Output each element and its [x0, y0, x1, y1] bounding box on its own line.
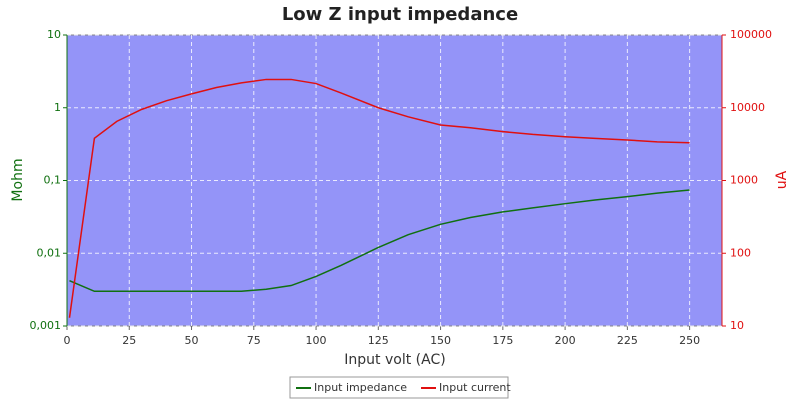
y-axis-label: Mohm — [10, 158, 26, 201]
legend-label: Input impedance — [314, 381, 407, 394]
plot-area — [66, 34, 723, 327]
legend-label: Input current — [439, 381, 511, 394]
x-tick-label: 25 — [122, 334, 136, 347]
y-tick-label: 0,1 — [44, 174, 62, 187]
y-tick-label: 10 — [47, 28, 61, 41]
series-line — [69, 189, 690, 293]
x-tick-label: 100 — [306, 334, 327, 347]
x-tick-label: 75 — [247, 334, 261, 347]
x-tick-label: 150 — [430, 334, 451, 347]
x-axis-label: Input volt (AC) — [344, 352, 445, 368]
y-tick-label: 0,001 — [30, 319, 62, 332]
y2-tick-label: 100000 — [730, 28, 772, 41]
x-tick-label: 50 — [185, 334, 199, 347]
series-line — [68, 78, 690, 318]
chart-title: Low Z input impedance — [282, 4, 518, 25]
y2-axis-label: uA — [774, 170, 790, 189]
x-tick-label: 125 — [368, 334, 389, 347]
legend — [289, 376, 509, 399]
y2-tick-label: 10000 — [730, 101, 765, 114]
x-tick-label: 0 — [64, 334, 71, 347]
y2-tick-label: 1000 — [730, 174, 758, 187]
x-tick-label: 200 — [555, 334, 576, 347]
x-tick-label: 250 — [679, 334, 700, 347]
x-tick-label: 225 — [617, 334, 638, 347]
x-tick-label: 175 — [492, 334, 513, 347]
y-tick-label: 0,01 — [37, 246, 62, 259]
y2-tick-label: 100 — [730, 246, 751, 259]
y2-tick-label: 10 — [730, 319, 744, 332]
y-tick-label: 1 — [54, 101, 61, 114]
